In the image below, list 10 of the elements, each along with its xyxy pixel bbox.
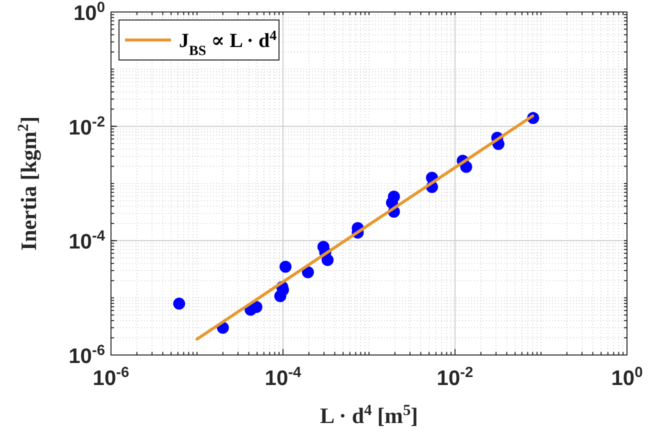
x-tick-label: 10$^{-4}$	[264, 365, 302, 390]
x-tick-label: 10$^{0}$	[611, 365, 643, 390]
y-tick-label: 10$^{0}$	[73, 0, 105, 25]
x-axis-title: L · d$^{4}$ [m$^{5}$]	[320, 402, 418, 428]
legend-label: J$_{BS}$ ∝ L · d$^{4}$	[179, 28, 277, 58]
y-tick-label: 10$^{-6}$	[68, 343, 105, 368]
x-tick-label: 10$^{-6}$	[92, 365, 130, 390]
x-tick-label: 10$^{-2}$	[436, 365, 474, 390]
y-tick-label: 10$^{-2}$	[68, 114, 105, 140]
y-tick-label: 10$^{-4}$	[68, 228, 106, 254]
